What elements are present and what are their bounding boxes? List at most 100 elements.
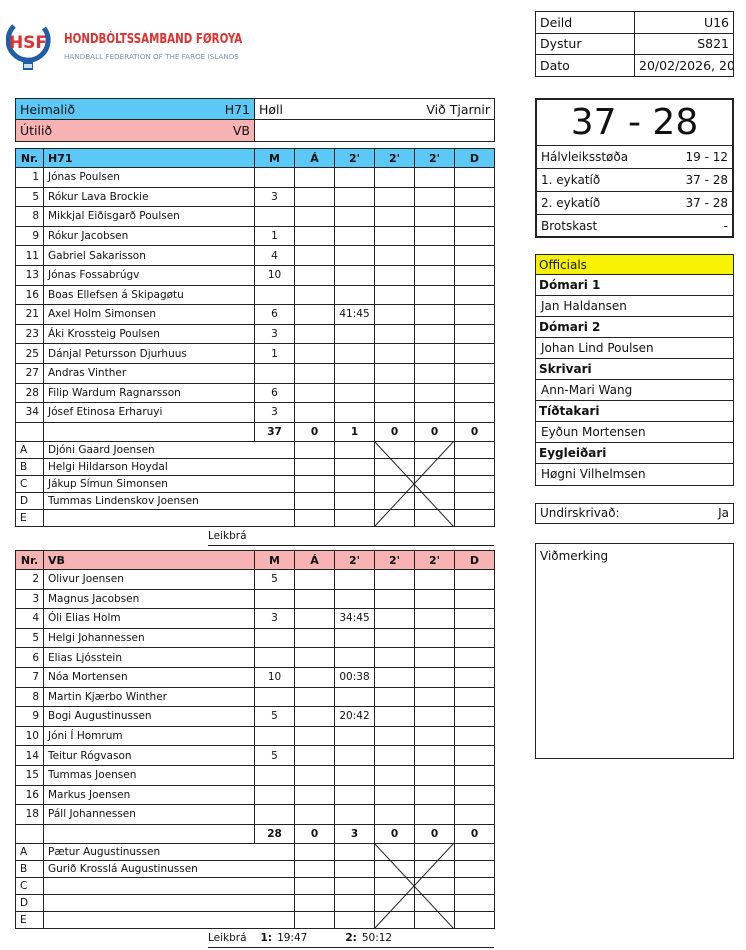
- col-header: 2': [414, 148, 455, 168]
- official-letter: A: [15, 441, 44, 460]
- suspension-2: [374, 343, 415, 364]
- player-name: Helgi Johannessen: [43, 627, 255, 649]
- player-name: Jósef Etinosa Erharuyi: [43, 402, 255, 423]
- suspension-2: [374, 284, 415, 306]
- timeout-time: 50:12: [361, 932, 393, 945]
- total-value: 0: [414, 421, 455, 443]
- suspension-3: [414, 206, 455, 227]
- suspension-1: 41:45: [334, 304, 375, 325]
- suspension-3: [414, 343, 455, 364]
- player-number: 34: [15, 402, 44, 423]
- disqualification: [454, 284, 495, 306]
- suspension-3: [414, 167, 455, 188]
- totals-empty: [15, 421, 44, 443]
- warning: [294, 304, 335, 325]
- col-nr: Nr.: [15, 148, 44, 168]
- player-number: 18: [15, 804, 44, 825]
- suspension-3: [414, 608, 455, 629]
- disqualification: [454, 804, 495, 825]
- official-cell: [294, 894, 335, 913]
- official-role: Tíðtakari: [536, 401, 733, 422]
- official-cell: [334, 441, 375, 460]
- logo-subtitle: HANDBALL FEDERATION OF THE FAROE ISLANDS: [64, 52, 239, 61]
- player-row: 5 Helgi Johannessen: [15, 627, 495, 649]
- total-value: 0: [374, 421, 415, 443]
- suspension-3: [414, 382, 455, 404]
- player-name: Rókur Jacobsen: [43, 225, 255, 247]
- goals: 10: [254, 666, 295, 688]
- score-row: 2. eykatíð 37 - 28: [537, 192, 732, 215]
- match-info-label: Dystur: [535, 32, 635, 55]
- timeout-number: 2:: [345, 932, 357, 945]
- score-row-value: 19 - 12: [685, 150, 729, 164]
- official-cell: [454, 509, 495, 528]
- official-cell: [454, 843, 495, 862]
- player-number: 23: [15, 323, 44, 345]
- teams-info-table: Heimalið H71 Høll Við Tjarnir Útilið VB: [15, 98, 495, 142]
- player-row: 10 Jóni Í Homrum: [15, 725, 495, 747]
- official-cell: [294, 877, 335, 896]
- player-name: Teitur Rógvason: [43, 745, 255, 766]
- player-row: 3 Magnus Jacobsen: [15, 588, 495, 610]
- player-row: 21 Axel Holm Simonsen 6 41:45: [15, 304, 495, 325]
- disqualification: [454, 725, 495, 747]
- suspension-2: [374, 784, 415, 806]
- suspension-3: [414, 706, 455, 727]
- suspension-2: [374, 647, 415, 668]
- goals: 4: [254, 245, 295, 266]
- player-number: 9: [15, 225, 44, 247]
- player-number: 9: [15, 706, 44, 727]
- goals: 6: [254, 304, 295, 325]
- suspension-3: [414, 402, 455, 423]
- player-name: Filip Wardum Ragnarsson: [43, 382, 255, 404]
- match-info-value: 20/02/2026, 20:00: [634, 54, 734, 77]
- official-cell: [294, 843, 335, 862]
- suspension-2: [374, 225, 415, 247]
- team-official-name: [43, 877, 295, 896]
- match-info-label: Deild: [535, 11, 635, 34]
- disqualification: [454, 402, 495, 423]
- warning: [294, 323, 335, 345]
- player-number: 8: [15, 686, 44, 708]
- officials-title: Officials: [536, 255, 733, 275]
- goals: [254, 725, 295, 747]
- total-value: 0: [414, 823, 455, 845]
- official-cell: [294, 911, 335, 930]
- player-number: 7: [15, 666, 44, 688]
- player-name: Óli Elias Holm: [43, 608, 255, 629]
- warning: [294, 588, 335, 610]
- warning: [294, 402, 335, 423]
- goals: [254, 784, 295, 806]
- team-official-name: [43, 509, 295, 528]
- goals: [254, 647, 295, 668]
- suspension-1: [334, 804, 375, 825]
- official-letter: E: [15, 509, 44, 528]
- venue-name: Við Tjarnir: [426, 101, 490, 117]
- signed-label: Undirskrivað:: [540, 506, 620, 520]
- remarks-box[interactable]: Viðmerking: [535, 543, 734, 759]
- col-header: M: [254, 148, 295, 168]
- suspension-1: 00:38: [334, 666, 375, 688]
- player-row: 11 Gabriel Sakarisson 4: [15, 245, 495, 266]
- player-row: 9 Bogi Augustinussen 5 20:42: [15, 706, 495, 727]
- disqualification: [454, 362, 495, 384]
- player-name: Markus Joensen: [43, 784, 255, 806]
- team-official-row: B Helgi Hildarson Hoydal: [15, 458, 495, 477]
- disqualification: [454, 343, 495, 364]
- disqualification: [454, 588, 495, 610]
- player-row: 27 Andras Vinther: [15, 362, 495, 384]
- suspension-1: [334, 686, 375, 708]
- suspension-2: [374, 264, 415, 286]
- official-cell: [294, 860, 335, 879]
- player-row: 8 Martin Kjærbo Winther: [15, 686, 495, 708]
- total-value: 3: [334, 823, 375, 845]
- player-number: 5: [15, 186, 44, 208]
- player-row: 14 Teitur Rógvason 5: [15, 745, 495, 766]
- team-official-name: Jákup Símun Simonsen: [43, 475, 295, 494]
- official-role: Eygleiðari: [536, 443, 733, 464]
- player-number: 2: [15, 569, 44, 590]
- suspension-1: [334, 647, 375, 668]
- hsf-logo: HSF: [5, 18, 51, 76]
- player-name: Jónas Poulsen: [43, 167, 255, 188]
